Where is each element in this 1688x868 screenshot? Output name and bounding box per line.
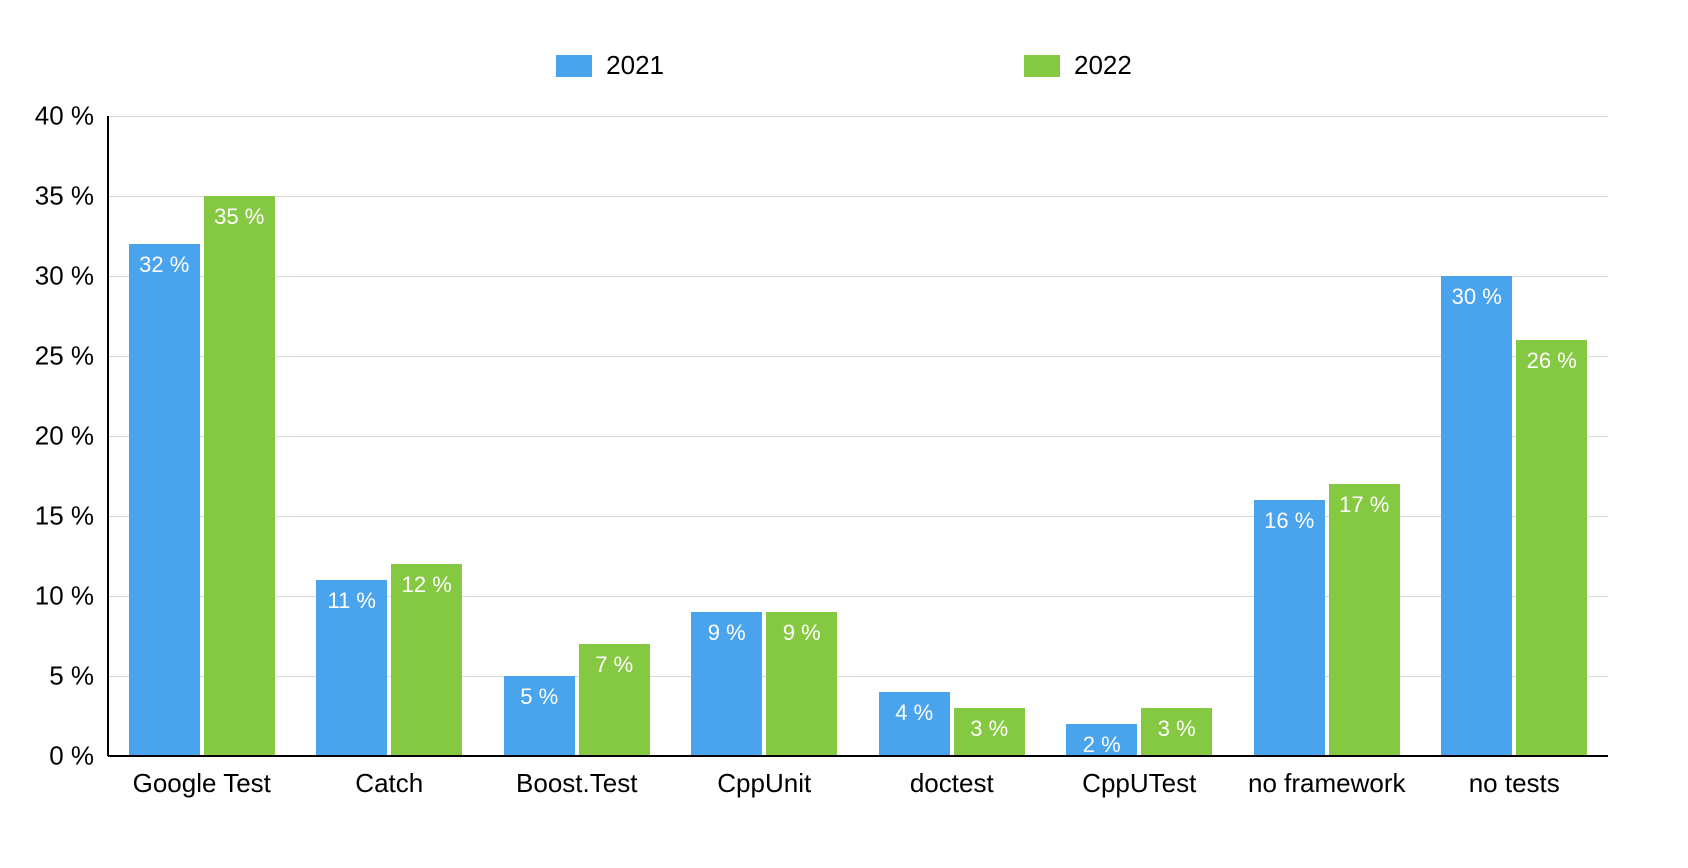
bar-value-label: 3 % bbox=[1141, 716, 1212, 742]
bar: 17 % bbox=[1329, 484, 1400, 756]
bar: 35 % bbox=[204, 196, 275, 756]
bar: 26 % bbox=[1516, 340, 1587, 756]
y-tick-label: 20 % bbox=[35, 421, 108, 452]
legend-swatch bbox=[556, 55, 592, 77]
bar: 9 % bbox=[766, 612, 837, 756]
bar-value-label: 7 % bbox=[579, 652, 650, 678]
y-tick-label: 40 % bbox=[35, 101, 108, 132]
bar-value-label: 26 % bbox=[1516, 348, 1587, 374]
bar-value-label: 9 % bbox=[766, 620, 837, 646]
bar: 11 % bbox=[316, 580, 387, 756]
bar: 30 % bbox=[1441, 276, 1512, 756]
x-axis bbox=[108, 755, 1608, 757]
bar: 12 % bbox=[391, 564, 462, 756]
legend-swatch bbox=[1024, 55, 1060, 77]
bar: 9 % bbox=[691, 612, 762, 756]
bar-value-label: 3 % bbox=[954, 716, 1025, 742]
bar: 32 % bbox=[129, 244, 200, 756]
y-tick-label: 15 % bbox=[35, 501, 108, 532]
y-tick-label: 0 % bbox=[49, 741, 108, 772]
gridline bbox=[108, 436, 1608, 437]
y-tick-label: 5 % bbox=[49, 661, 108, 692]
bar-value-label: 5 % bbox=[504, 684, 575, 710]
bar-value-label: 4 % bbox=[879, 700, 950, 726]
bar-value-label: 12 % bbox=[391, 572, 462, 598]
y-tick-label: 25 % bbox=[35, 341, 108, 372]
legend-label: 2022 bbox=[1074, 50, 1132, 81]
y-axis bbox=[107, 116, 109, 756]
gridline bbox=[108, 276, 1608, 277]
x-tick-label: Boost.Test bbox=[516, 756, 637, 799]
x-tick-label: CppUnit bbox=[717, 756, 811, 799]
bar-value-label: 30 % bbox=[1441, 284, 1512, 310]
bar: 7 % bbox=[579, 644, 650, 756]
bar: 16 % bbox=[1254, 500, 1325, 756]
bar: 2 % bbox=[1066, 724, 1137, 756]
legend-item: 2022 bbox=[1024, 50, 1132, 81]
bar-value-label: 9 % bbox=[691, 620, 762, 646]
x-tick-label: no framework bbox=[1248, 756, 1406, 799]
y-tick-label: 35 % bbox=[35, 181, 108, 212]
bar-value-label: 16 % bbox=[1254, 508, 1325, 534]
legend: 2021 2022 bbox=[0, 50, 1688, 81]
bar-value-label: 32 % bbox=[129, 252, 200, 278]
bar-chart: 2021 2022 0 % 5 % 10 % 15 % 20 % 25 % 30 % 35 % 4… bbox=[0, 0, 1688, 868]
x-tick-label: CppUTest bbox=[1082, 756, 1196, 799]
x-tick-label: doctest bbox=[910, 756, 994, 799]
y-tick-label: 10 % bbox=[35, 581, 108, 612]
bar-value-label: 11 % bbox=[316, 588, 387, 614]
bar-value-label: 17 % bbox=[1329, 492, 1400, 518]
legend-label: 2021 bbox=[606, 50, 664, 81]
bar-value-label: 35 % bbox=[204, 204, 275, 230]
legend-item: 2021 bbox=[556, 50, 664, 81]
bar: 3 % bbox=[1141, 708, 1212, 756]
plot-area: 0 %5 %10 %15 %20 %25 %30 %35 %40 %Google… bbox=[108, 116, 1608, 756]
bar: 3 % bbox=[954, 708, 1025, 756]
bar: 4 % bbox=[879, 692, 950, 756]
gridline bbox=[108, 196, 1608, 197]
x-tick-label: Google Test bbox=[133, 756, 271, 799]
y-tick-label: 30 % bbox=[35, 261, 108, 292]
gridline bbox=[108, 356, 1608, 357]
gridline bbox=[108, 116, 1608, 117]
x-tick-label: Catch bbox=[355, 756, 423, 799]
x-tick-label: no tests bbox=[1469, 756, 1560, 799]
bar: 5 % bbox=[504, 676, 575, 756]
